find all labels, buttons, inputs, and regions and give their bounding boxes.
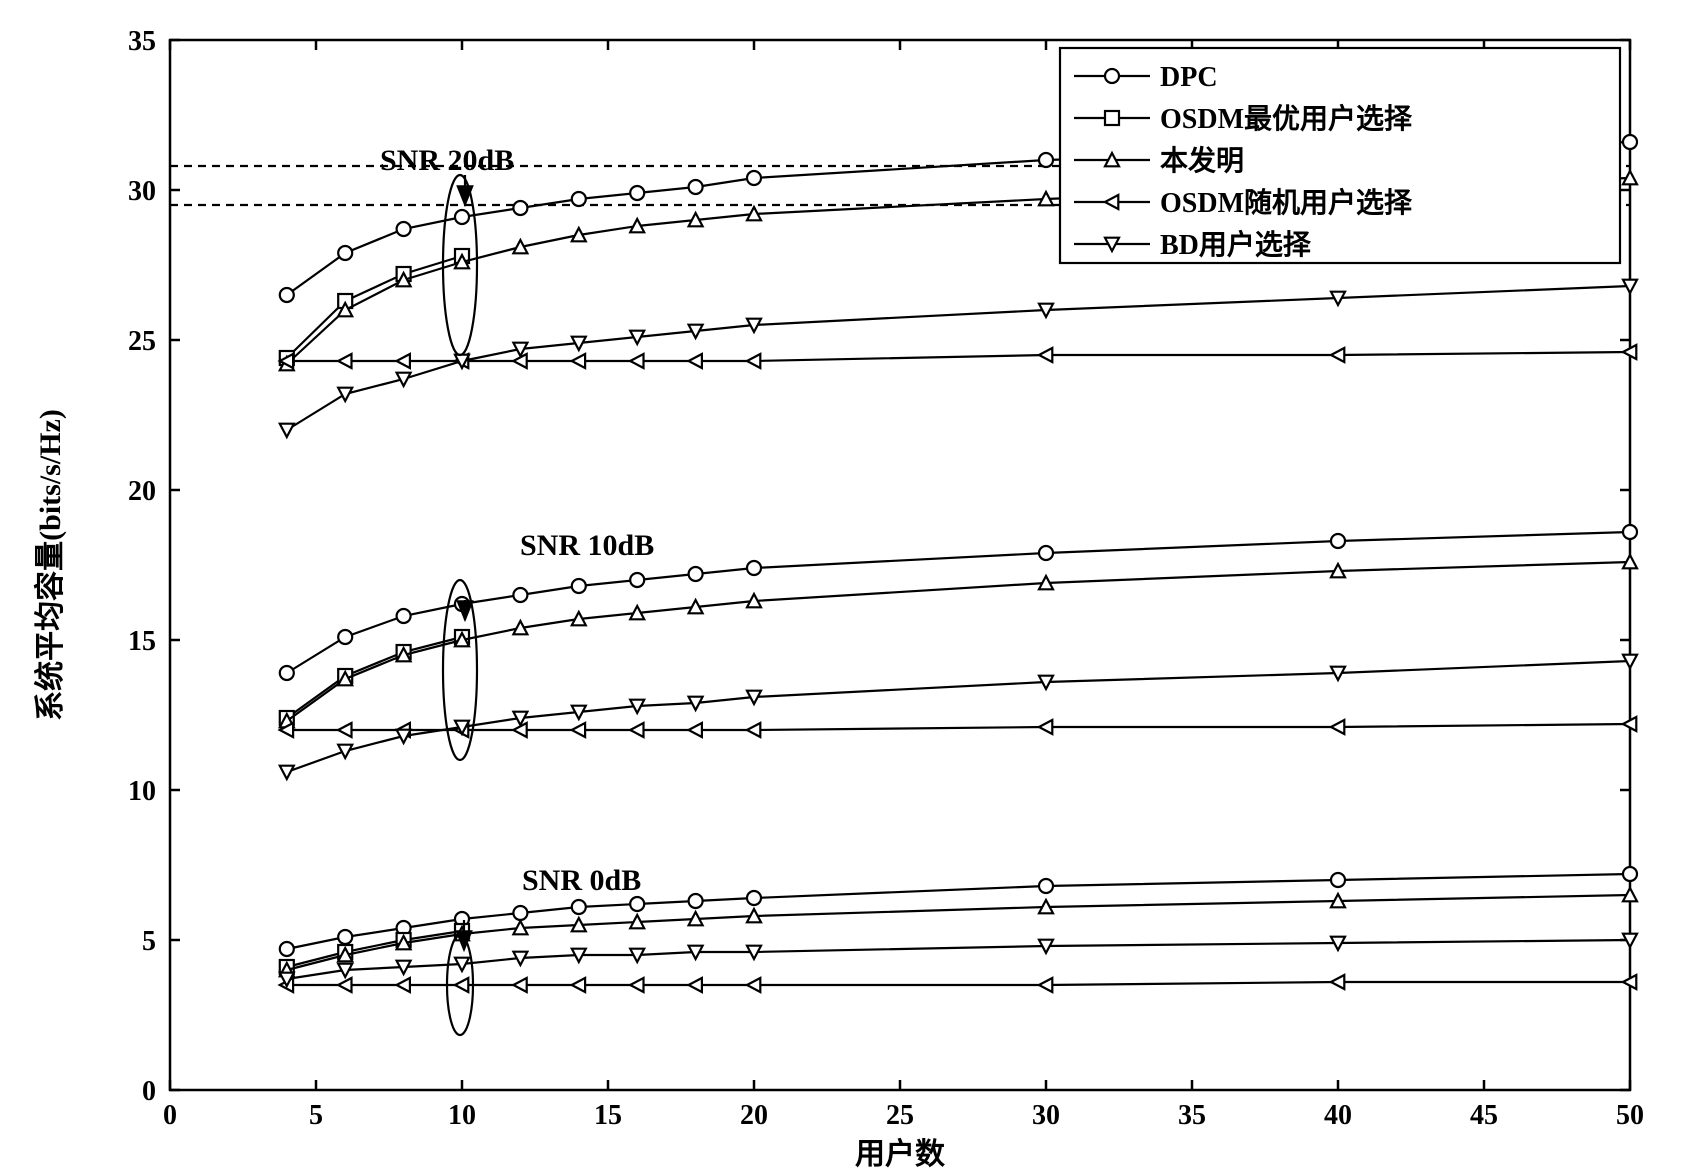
svg-text:10: 10 <box>448 1100 476 1131</box>
svg-text:30: 30 <box>1032 1100 1060 1131</box>
legend-box <box>1060 48 1620 263</box>
legend-label: OSDM最优用户选择 <box>1160 102 1413 135</box>
svg-text:25: 25 <box>128 326 156 357</box>
svg-text:15: 15 <box>594 1100 622 1131</box>
svg-text:15: 15 <box>128 626 156 657</box>
snr-annotation: SNR 20dB <box>380 144 514 177</box>
svg-text:45: 45 <box>1470 1100 1498 1131</box>
svg-text:5: 5 <box>142 926 156 957</box>
legend-label: DPC <box>1160 62 1218 93</box>
line-chart: 0 5 10 15 20 25 30 35 40 45 50 0 5 10 15 20 25 30 35 用户数 系统平… <box>0 0 1695 1176</box>
legend-label: BD用户选择 <box>1160 228 1312 261</box>
svg-text:10: 10 <box>128 776 156 807</box>
snr-annotation: SNR 0dB <box>522 864 641 897</box>
svg-text:25: 25 <box>886 1100 914 1131</box>
legend-label: OSDM随机用户选择 <box>1160 186 1413 219</box>
svg-text:40: 40 <box>1324 1100 1352 1131</box>
svg-text:20: 20 <box>740 1100 768 1131</box>
svg-text:35: 35 <box>128 26 156 57</box>
chart-container: 0 5 10 15 20 25 30 35 40 45 50 0 5 10 15 20 25 30 35 用户数 系统平… <box>0 0 1695 1176</box>
svg-text:35: 35 <box>1178 1100 1206 1131</box>
svg-text:50: 50 <box>1616 1100 1644 1131</box>
svg-text:5: 5 <box>309 1100 323 1131</box>
svg-text:20: 20 <box>128 476 156 507</box>
svg-text:30: 30 <box>128 176 156 207</box>
svg-text:0: 0 <box>142 1076 156 1107</box>
snr-annotation: SNR 10dB <box>520 529 654 562</box>
svg-text:0: 0 <box>163 1100 177 1131</box>
x-axis-label: 用户数 <box>855 1138 946 1171</box>
y-axis-label: 系统平均容量(bits/s/Hz) <box>33 409 67 721</box>
legend-label: 本发明 <box>1160 144 1244 177</box>
